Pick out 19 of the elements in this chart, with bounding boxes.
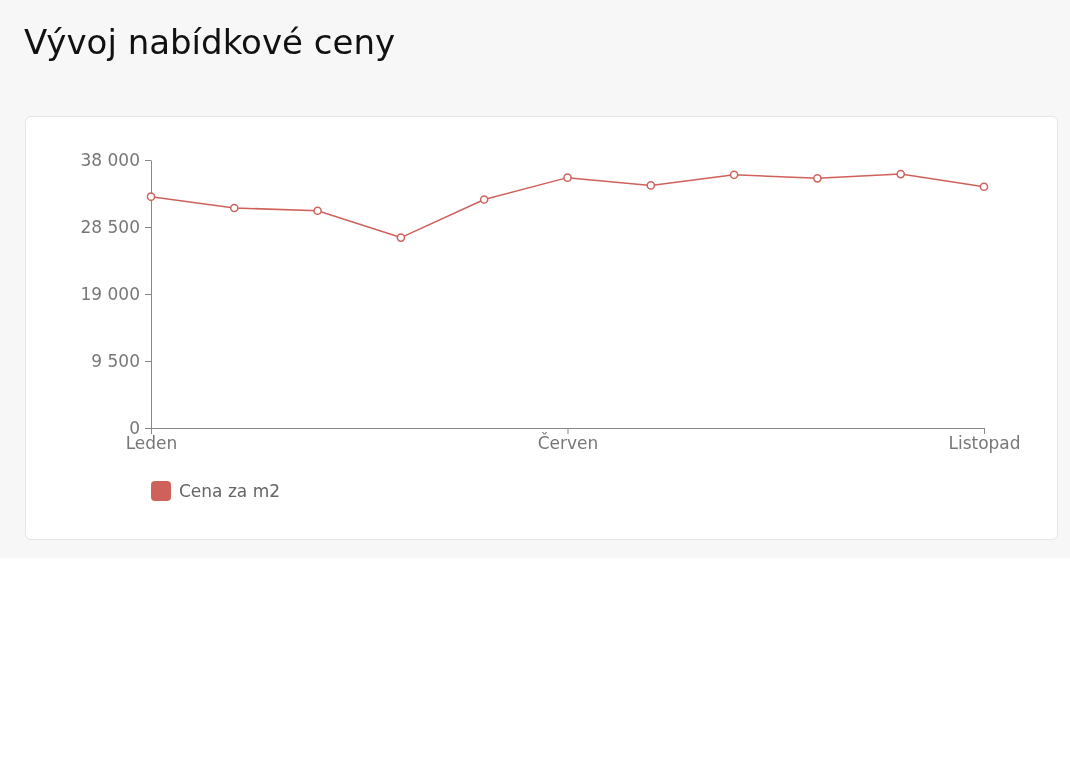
point bbox=[479, 195, 489, 204]
y-tick-label: 19 000 bbox=[80, 283, 140, 304]
point bbox=[396, 233, 406, 242]
point bbox=[896, 169, 906, 179]
point bbox=[979, 182, 989, 192]
y-tick-label: 9 500 bbox=[91, 350, 140, 371]
point bbox=[646, 181, 656, 190]
legend-label: Cena za m2 bbox=[179, 481, 281, 501]
point bbox=[146, 192, 156, 201]
x-tick-label: Listopad bbox=[948, 433, 1021, 454]
x-tick-label: Červen bbox=[537, 432, 599, 454]
point bbox=[813, 174, 822, 183]
y-tick-label: 28 500 bbox=[80, 216, 140, 237]
chart-title: Vývoj nabídkové ceny bbox=[24, 22, 396, 62]
point bbox=[563, 173, 572, 182]
point bbox=[729, 170, 739, 180]
point bbox=[229, 203, 239, 213]
point bbox=[313, 206, 322, 216]
y-tick-label: 38 000 bbox=[80, 149, 140, 170]
